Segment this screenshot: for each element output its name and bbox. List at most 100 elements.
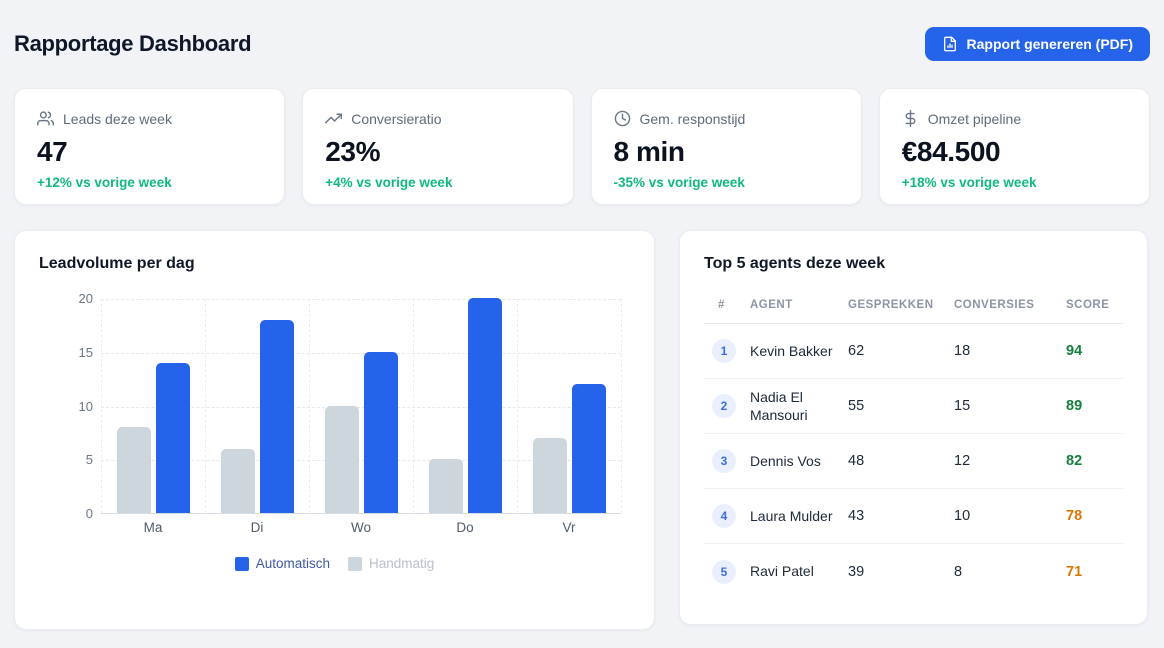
kpi-delta: +18% vs vorige week [901, 175, 1037, 190]
legend-item-automatisch[interactable]: Automatisch [234, 556, 330, 571]
bar-chart: 0 5 10 15 20 Ma Di Wo Do Vr [79, 291, 622, 540]
clock-icon [614, 110, 631, 127]
y-axis-tick-label: 20 [78, 291, 93, 306]
bar-handmatig-vr[interactable] [532, 437, 567, 513]
bar-handmatig-wo[interactable] [324, 405, 359, 513]
bar-chart-plot [101, 298, 622, 514]
kpi-row: Leads deze week 47 +12% vs vorige week C… [14, 88, 1150, 205]
kpi-value: 47 [37, 136, 68, 167]
agents-table-header: # AGENT GESPREKKEN CONVERSIES SCORE [704, 293, 1123, 324]
bar-automatisch-di[interactable] [259, 319, 294, 513]
agent-name: Dennis Vos [750, 452, 821, 469]
gesprekken-value: 55 [848, 398, 865, 414]
file-chart-icon [942, 36, 958, 52]
bar-handmatig-do[interactable] [428, 459, 463, 513]
agents-table: # AGENT GESPREKKEN CONVERSIES SCORE 1 Ke… [704, 293, 1123, 599]
agent-name: Laura Mulder [750, 507, 833, 524]
rank-badge: 5 [712, 559, 736, 584]
bar-automatisch-ma[interactable] [155, 362, 190, 513]
gridline [309, 299, 310, 513]
x-axis-tick-label: Di [250, 520, 264, 535]
kpi-value: €84.500 [901, 136, 1001, 167]
gridline [101, 299, 102, 513]
rank-badge: 3 [712, 449, 736, 473]
score-value: 71 [1066, 563, 1083, 580]
chart-legend: Automatisch Handmatig [39, 556, 630, 571]
column-header-agent: AGENT [750, 299, 793, 311]
conversies-value: 18 [954, 343, 971, 359]
dollar-icon [902, 110, 919, 127]
conversies-value: 10 [954, 508, 971, 524]
gesprekken-value: 39 [848, 563, 865, 580]
conversies-value: 8 [954, 563, 963, 580]
gridline [621, 299, 622, 513]
agent-name: Kevin Bakker [750, 342, 833, 359]
rank-badge: 1 [712, 339, 736, 363]
bar-automatisch-do[interactable] [467, 298, 502, 513]
legend-item-handmatig[interactable]: Handmatig [348, 556, 434, 571]
kpi-label: Omzet pipeline [927, 110, 1022, 127]
gridline [101, 352, 621, 354]
gesprekken-value: 62 [848, 343, 865, 359]
agent-name: Nadia El Mansouri [750, 388, 808, 423]
kpi-card-responstijd: Gem. responstijd 8 min -35% vs vorige we… [590, 88, 862, 205]
x-axis-tick-label: Do [456, 520, 474, 535]
column-header-gesprekken: GESPREKKEN [848, 299, 934, 311]
kpi-delta: -35% vs vorige week [613, 175, 745, 190]
kpi-value: 8 min [613, 136, 686, 167]
x-axis-tick-label: Wo [350, 520, 371, 535]
page-header: Rapportage Dashboard Rapport genereren (… [14, 24, 1150, 64]
kpi-card-omzet: Omzet pipeline €84.500 +18% vs vorige we… [878, 88, 1150, 205]
conversies-value: 12 [954, 453, 971, 469]
gesprekken-value: 48 [848, 453, 865, 469]
x-axis-tick-label: Ma [143, 520, 163, 535]
legend-swatch [348, 556, 362, 571]
bar-handmatig-ma[interactable] [116, 427, 151, 513]
column-header-conversies: CONVERSIES [954, 299, 1035, 311]
kpi-label: Gem. responstijd [639, 110, 746, 127]
trending-up-icon [325, 110, 343, 127]
kpi-label: Leads deze week [63, 110, 172, 127]
score-value: 78 [1066, 508, 1083, 524]
generate-report-button[interactable]: Rapport genereren (PDF) [924, 27, 1150, 61]
bar-automatisch-vr[interactable] [571, 384, 606, 513]
generate-report-button-label: Rapport genereren (PDF) [966, 36, 1133, 52]
kpi-delta: +4% vs vorige week [325, 175, 453, 190]
dashboard-page: Rapportage Dashboard Rapport genereren (… [14, 24, 1150, 630]
leadvolume-chart-card: Leadvolume per dag 0 5 10 15 20 Ma Di Wo Do Vr A… [14, 230, 655, 630]
gridline [101, 406, 621, 408]
top-agents-card: Top 5 agents deze week # AGENT GESPREKKE… [679, 230, 1148, 625]
score-value: 94 [1066, 343, 1083, 359]
rank-badge: 4 [712, 504, 736, 528]
y-axis-tick-label: 15 [78, 344, 93, 360]
page-title: Rapportage Dashboard [14, 31, 252, 56]
gridline [101, 460, 621, 462]
table-row: 4 Laura Mulder 43 10 78 [704, 489, 1123, 544]
score-value: 82 [1066, 453, 1083, 469]
bar-automatisch-wo[interactable] [363, 351, 398, 513]
gesprekken-value: 43 [848, 508, 865, 524]
y-axis-tick-label: 10 [78, 398, 93, 414]
table-row: 5 Ravi Patel 39 8 71 [704, 544, 1123, 599]
gridline [101, 299, 621, 300]
chart-title: Leadvolume per dag [39, 255, 195, 272]
main-row: Leadvolume per dag 0 5 10 15 20 Ma Di Wo Do Vr A… [14, 230, 1150, 630]
legend-swatch [234, 556, 249, 571]
legend-label: Handmatig [369, 556, 435, 571]
kpi-delta: +12% vs vorige week [37, 175, 172, 190]
gridline [205, 299, 206, 513]
agents-table-title: Top 5 agents deze week [704, 255, 886, 272]
users-icon [37, 110, 54, 127]
x-axis-tick-label: Vr [562, 520, 576, 535]
y-axis-tick-label: 5 [85, 452, 93, 468]
conversies-value: 15 [954, 398, 971, 414]
table-row: 1 Kevin Bakker 62 18 94 [704, 324, 1123, 379]
kpi-value: 23% [325, 136, 381, 167]
rank-badge: 2 [712, 394, 736, 418]
gridline [517, 299, 518, 513]
y-axis-tick-label: 0 [85, 506, 93, 521]
kpi-label: Conversieratio [351, 110, 442, 127]
column-header-score: SCORE [1066, 299, 1110, 311]
legend-label: Automatisch [255, 556, 330, 571]
bar-handmatig-di[interactable] [220, 448, 255, 513]
